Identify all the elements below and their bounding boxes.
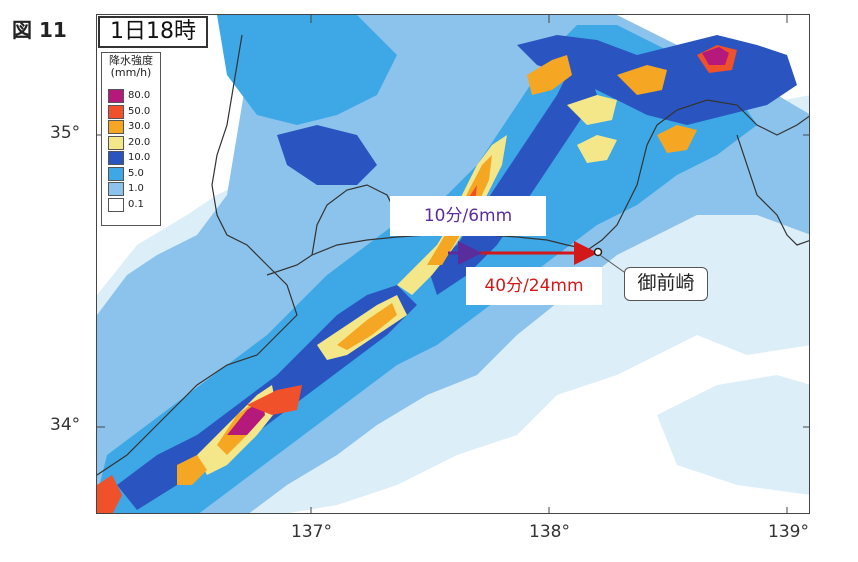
legend-label: 5.0 (128, 167, 144, 179)
precipitation-legend: 降水強度 (mm/h) 80.0 50.0 30.0 20.0 10.0 5.0 1.0 0.… (101, 52, 161, 226)
legend-label: 10.0 (128, 152, 151, 163)
lat-tick-34: 34° (50, 415, 81, 435)
place-label-omaezaki: 御前崎 (624, 267, 708, 301)
legend-title-unit: (mm/h) (110, 66, 152, 79)
speed-annotation-40min: 40分/24mm (466, 267, 602, 305)
legend-label: 50.0 (128, 105, 151, 117)
legend-swatch (108, 182, 124, 196)
legend-title: 降水強度 (mm/h) (102, 55, 160, 79)
legend-label: 0.1 (128, 198, 144, 210)
legend-swatch (108, 151, 124, 165)
legend-label: 30.0 (128, 121, 151, 132)
legend-swatch (108, 89, 124, 103)
lon-tick-137: 137° (291, 522, 332, 542)
legend-swatch (108, 104, 124, 119)
time-label: 1日18時 (98, 16, 208, 48)
legend-label: 80.0 (128, 90, 151, 101)
precipitation-map-svg (97, 15, 809, 513)
legend-swatch (108, 120, 124, 134)
legend-title-line1: 降水強度 (109, 54, 153, 67)
figure-number: 図 11 (12, 18, 67, 42)
legend-swatch (108, 135, 124, 150)
legend-swatch (108, 166, 124, 181)
lon-tick-139: 139° (768, 522, 809, 542)
legend-label: 1.0 (128, 183, 144, 194)
lon-tick-138: 138° (529, 522, 570, 542)
radar-map (96, 14, 810, 514)
legend-label: 20.0 (128, 136, 151, 148)
legend-swatch (108, 197, 124, 212)
speed-annotation-10min: 10分/6mm (390, 196, 546, 236)
omaezaki-point (593, 247, 603, 257)
place-leader-line (599, 254, 625, 273)
lat-tick-35: 35° (50, 123, 81, 143)
